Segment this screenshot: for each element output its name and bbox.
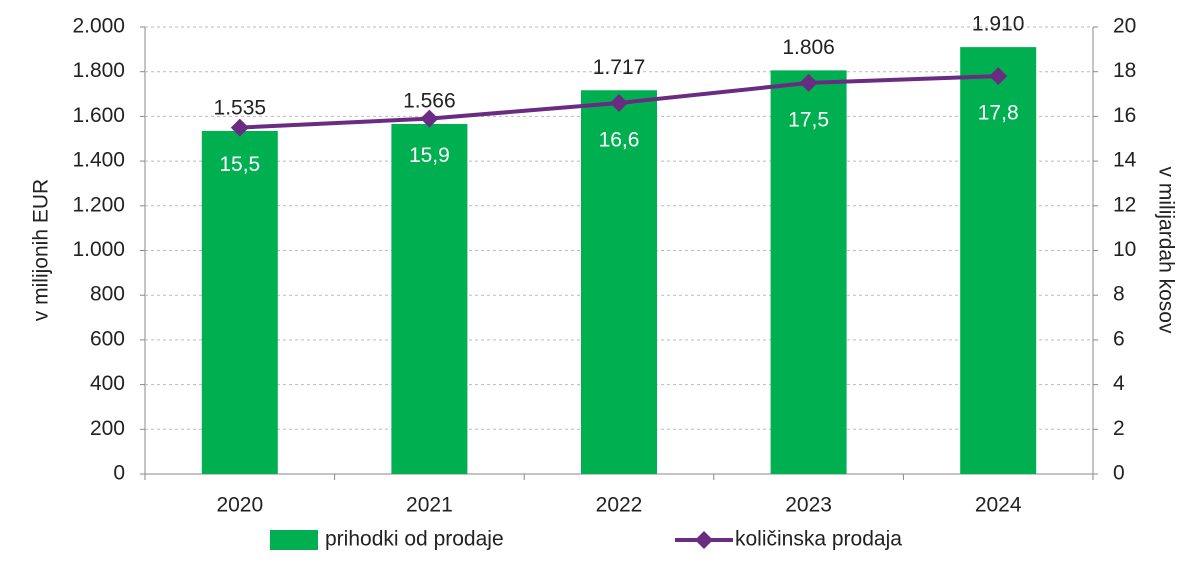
- line-value-label: 15,5: [219, 153, 260, 176]
- x-tick-label: 2023: [785, 494, 832, 517]
- y2-tick-label: 18: [1113, 59, 1136, 82]
- y-tick-label: 1.000: [72, 238, 125, 261]
- y-tick-label: 800: [90, 283, 125, 306]
- x-tick-label: 2021: [406, 494, 453, 517]
- y-tick-label: 600: [90, 327, 125, 350]
- y2-tick-label: 8: [1113, 283, 1125, 306]
- legend-swatch: [270, 530, 318, 550]
- x-tick-label: 2024: [975, 494, 1022, 517]
- y2-tick-label: 20: [1113, 15, 1136, 38]
- x-tick-label: 2022: [596, 494, 643, 517]
- line-value-label: 17,5: [788, 108, 829, 131]
- y-tick-label: 0: [113, 462, 125, 485]
- y-axis-label: v milijonih EUR: [30, 179, 53, 321]
- bar-value-label: 1.566: [403, 90, 456, 113]
- line-value-label: 16,6: [599, 129, 640, 152]
- line-marker: [799, 73, 818, 92]
- line-marker: [420, 109, 439, 128]
- y2-tick-label: 10: [1113, 238, 1136, 261]
- bar-value-label: 1.910: [972, 13, 1025, 36]
- y2-tick-label: 6: [1113, 327, 1125, 350]
- y-tick-label: 1.800: [72, 59, 125, 82]
- y-tick-label: 2.000: [72, 15, 125, 38]
- y-tick-label: 400: [90, 372, 125, 395]
- bar: [581, 90, 657, 475]
- y2-tick-label: 0: [1113, 462, 1125, 485]
- bar: [391, 123, 468, 475]
- y2-tick-label: 14: [1113, 149, 1137, 172]
- legend-label: količinska prodaja: [735, 528, 902, 551]
- bar: [201, 130, 278, 475]
- y2-tick-label: 16: [1113, 104, 1136, 127]
- legend-marker: [695, 531, 713, 549]
- bar-value-label: 1.717: [593, 56, 646, 79]
- line-marker: [230, 118, 249, 137]
- y-tick-label: 200: [90, 417, 125, 440]
- bar-value-label: 1.535: [214, 96, 267, 119]
- line-marker: [989, 67, 1008, 86]
- y2-tick-label: 2: [1113, 417, 1125, 440]
- legend-label: prihodki od prodaje: [325, 528, 504, 551]
- bar: [960, 47, 1037, 475]
- y2-tick-label: 4: [1113, 372, 1125, 395]
- y-tick-label: 1.600: [72, 104, 125, 127]
- bar-value-label: 1.806: [782, 36, 835, 59]
- y-tick-label: 1.400: [72, 149, 125, 172]
- line-value-label: 17,8: [978, 102, 1019, 125]
- x-tick-label: 2020: [216, 494, 263, 517]
- line-marker: [610, 93, 628, 112]
- line-value-label: 15,9: [409, 144, 450, 167]
- bar: [770, 70, 847, 474]
- y2-tick-label: 12: [1113, 193, 1136, 216]
- y2-axis-label: v milijardah kosov: [1154, 167, 1177, 334]
- y-tick-label: 1.200: [72, 193, 125, 216]
